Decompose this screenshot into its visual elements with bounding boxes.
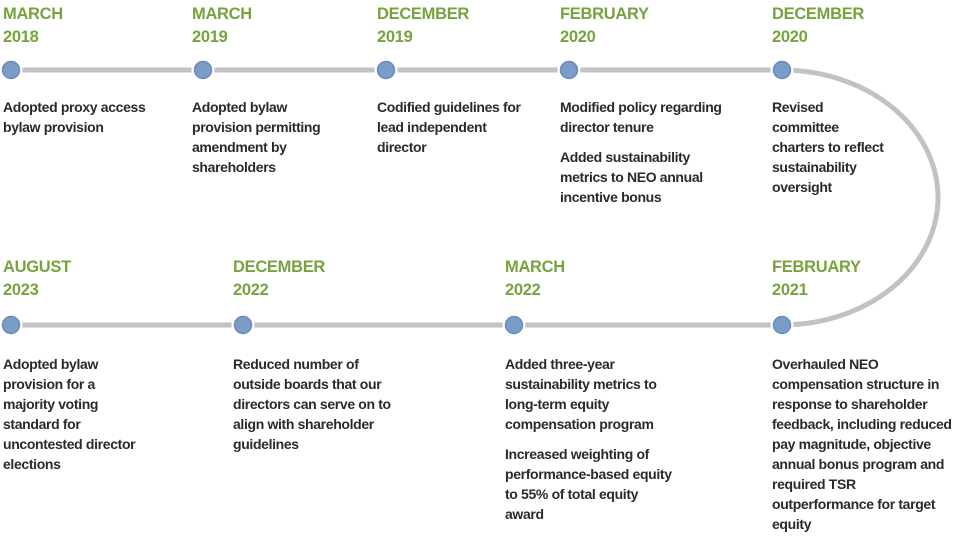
timeline-dot (193, 60, 213, 80)
timeline-path (11, 67, 941, 328)
milestone-description: Added three-year sustainability metrics … (505, 354, 677, 534)
milestone-year: 2020 (772, 28, 808, 46)
milestone-month: MARCH (192, 5, 252, 23)
milestone-paragraph: Increased weighting of performance-based… (505, 446, 672, 522)
timeline-dot (772, 60, 792, 80)
milestone-description: Modified policy regarding director tenur… (560, 97, 730, 217)
milestone-date: DECEMBER 2022 (233, 256, 408, 302)
milestone-year: 2020 (560, 28, 596, 46)
milestone-month: MARCH (3, 5, 63, 23)
milestone-paragraph: Revised committee charters to reflect su… (772, 99, 884, 195)
timeline-dot (376, 60, 396, 80)
milestone-year: 2022 (233, 281, 269, 299)
milestone-description: Adopted bylaw provision for a majority v… (3, 354, 143, 484)
milestone-paragraph: Adopted proxy access bylaw provision (3, 99, 146, 135)
milestone-description: Overhauled NEO compensation structure in… (772, 354, 958, 544)
milestone-date: DECEMBER 2019 (377, 3, 532, 49)
timeline-dot (504, 315, 524, 335)
milestone-date: DECEMBER 2020 (772, 3, 892, 49)
milestone-description: Codified guidelines for lead independent… (377, 97, 532, 167)
milestone-month: DECEMBER (772, 5, 865, 23)
timeline-dot (772, 315, 792, 335)
milestone-august-2023: AUGUST 2023 Adopted bylaw provision for … (3, 256, 143, 472)
timeline-dot (1, 315, 21, 335)
milestone-year: 2022 (505, 281, 541, 299)
milestone-february-2021: FEBRUARY 2021 Overhauled NEO compensatio… (772, 256, 958, 532)
milestone-date: AUGUST 2023 (3, 256, 143, 302)
milestone-month: DECEMBER (377, 5, 470, 23)
timeline-dot (559, 60, 579, 80)
timeline-dot (1, 60, 21, 80)
milestone-date: FEBRUARY 2020 (560, 3, 730, 49)
milestone-month: AUGUST (3, 258, 71, 276)
milestone-paragraph: Adopted bylaw provision for a majority v… (3, 356, 136, 472)
milestone-december-2019: DECEMBER 2019 Codified guidelines for le… (377, 3, 532, 155)
milestone-february-2020: FEBRUARY 2020 Modified policy regarding … (560, 3, 730, 205)
milestone-description: Revised committee charters to reflect su… (772, 97, 892, 207)
milestone-date: MARCH 2018 (3, 3, 163, 49)
milestone-paragraph: Overhauled NEO compensation structure in… (772, 356, 952, 532)
milestone-month: DECEMBER (233, 258, 326, 276)
milestone-year: 2019 (377, 28, 413, 46)
milestone-march-2018: MARCH 2018 Adopted proxy access bylaw pr… (3, 3, 163, 135)
milestone-description: Reduced number of outside boards that ou… (233, 354, 408, 464)
milestone-year: 2019 (192, 28, 228, 46)
milestone-march-2019: MARCH 2019 Adopted bylaw provision permi… (192, 3, 344, 175)
milestone-month: FEBRUARY (772, 258, 861, 276)
milestone-paragraph: Modified policy regarding director tenur… (560, 99, 722, 135)
milestone-month: FEBRUARY (560, 5, 649, 23)
milestone-month: MARCH (505, 258, 565, 276)
milestone-date: MARCH 2019 (192, 3, 344, 49)
milestone-march-2022: MARCH 2022 Added three-year sustainabili… (505, 256, 677, 522)
milestone-paragraph: Codified guidelines for lead independent… (377, 99, 521, 155)
milestone-december-2020: DECEMBER 2020 Revised committee charters… (772, 3, 892, 195)
milestone-paragraph: Adopted bylaw provision permitting amend… (192, 99, 321, 175)
milestone-year: 2021 (772, 281, 808, 299)
milestone-date: MARCH 2022 (505, 256, 677, 302)
milestone-year: 2018 (3, 28, 39, 46)
milestone-date: FEBRUARY 2021 (772, 256, 958, 302)
milestone-december-2022: DECEMBER 2022 Reduced number of outside … (233, 256, 408, 452)
timeline-dots (1, 60, 792, 335)
timeline-dot (233, 315, 253, 335)
milestone-description: Adopted bylaw provision permitting amend… (192, 97, 344, 187)
milestone-year: 2023 (3, 281, 39, 299)
milestone-description: Adopted proxy access bylaw provision (3, 97, 163, 147)
milestone-paragraph: Added sustainability metrics to NEO annu… (560, 149, 703, 205)
milestone-paragraph: Added three-year sustainability metrics … (505, 356, 657, 432)
milestone-paragraph: Reduced number of outside boards that ou… (233, 356, 391, 452)
